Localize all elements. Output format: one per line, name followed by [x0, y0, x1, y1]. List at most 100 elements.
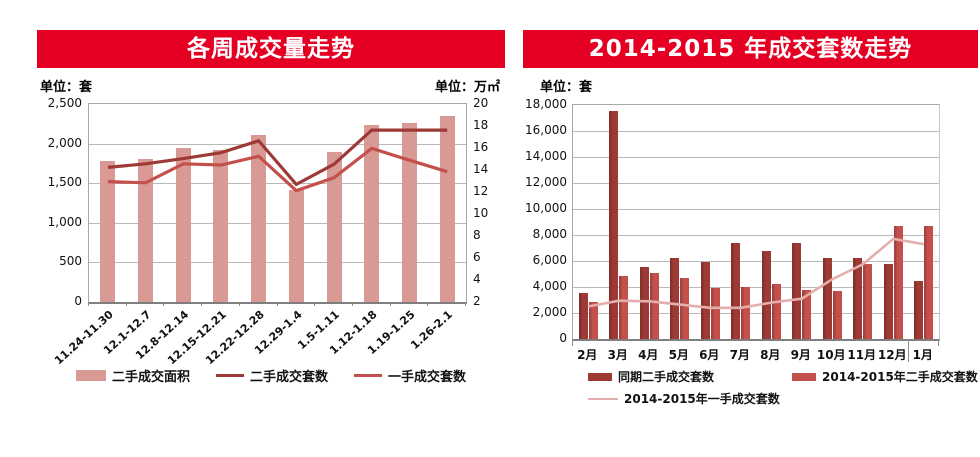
gridline — [573, 157, 939, 158]
gridline — [89, 183, 466, 185]
y-axis-label: 18,000 — [525, 97, 567, 111]
bar — [710, 287, 720, 339]
x-axis-label: 11月 — [847, 348, 877, 362]
yearly-units-chart: 2014-2015 年成交套数走势 单位：套 同期二手成交套数 2014-201… — [523, 30, 980, 440]
legend: 2014-2015年一手成交套数 — [588, 390, 780, 407]
y-axis-label: 16,000 — [525, 123, 567, 137]
unit-label-right: 单位：万㎡ — [434, 80, 500, 95]
weekly-volume-chart: 各周成交量走势 单位：套 单位：万㎡ 二手成交面积 二手成交套数 一手成交套数 … — [37, 30, 505, 440]
axis-tick — [465, 303, 466, 306]
chart-title: 2014-2015 年成交套数走势 — [588, 36, 913, 62]
gridline — [89, 262, 466, 264]
bar — [853, 257, 863, 339]
axis-tick — [163, 303, 165, 306]
bar — [914, 280, 924, 339]
gridline — [573, 287, 939, 288]
y-axis-label: 4,000 — [532, 279, 567, 293]
gridline — [89, 143, 466, 145]
y-axis-label: 18 — [473, 118, 489, 132]
legend-item: 2014-2015年一手成交套数 — [588, 390, 780, 407]
x-axis-label: 9月 — [790, 348, 811, 362]
bar — [138, 159, 154, 302]
bar — [100, 161, 116, 302]
bar — [439, 116, 455, 302]
legend-item: 2014-2015年二手成交套数 — [792, 368, 978, 385]
y-axis-label: 14 — [473, 162, 489, 176]
legend-label: 2014-2015年一手成交套数 — [624, 392, 780, 406]
bar — [609, 110, 619, 339]
bar — [251, 134, 267, 302]
bar-swatch-icon — [792, 372, 817, 381]
bar — [761, 250, 771, 339]
line-swatch-icon — [588, 397, 618, 400]
line-series — [588, 237, 925, 310]
y-axis-label: 8 — [473, 228, 481, 242]
bar — [401, 122, 417, 302]
legend-item: 同期二手成交套数 — [588, 368, 714, 385]
y-axis-label: 2,500 — [47, 96, 82, 110]
y-axis-label: 2,000 — [532, 305, 567, 319]
bar — [288, 189, 304, 302]
y-axis-label: 0 — [559, 331, 567, 345]
y-axis-label: 1,500 — [47, 175, 82, 190]
chart-title: 各周成交量走势 — [187, 36, 355, 62]
legend: 同期二手成交套数 2014-2015年二手成交套数 — [588, 368, 978, 385]
axis-tick — [125, 303, 127, 306]
bar — [731, 242, 741, 339]
line-series — [107, 128, 448, 193]
y-axis-label: 2,000 — [47, 135, 82, 150]
bar — [863, 264, 873, 339]
legend-item: 二手成交面积 — [75, 366, 190, 385]
y-axis-label: 6,000 — [532, 253, 567, 267]
line-二手成交套数 — [107, 128, 448, 187]
bar — [619, 275, 629, 339]
bar — [802, 289, 812, 339]
gridline — [573, 209, 939, 210]
y-axis-label: 16 — [473, 140, 489, 154]
gridline — [573, 313, 939, 314]
legend-label: 同期二手成交套数 — [618, 370, 715, 384]
axis-tick — [201, 303, 203, 306]
legend-label: 2014-2015年二手成交套数 — [822, 370, 978, 384]
bar — [832, 290, 842, 339]
y-axis-label: 6 — [473, 250, 481, 264]
y-axis-label: 14,000 — [525, 149, 567, 163]
y-axis-label: 8,000 — [532, 227, 567, 241]
axis-tick — [351, 303, 353, 306]
gridline — [573, 183, 939, 184]
y-axis-label: 10 — [473, 206, 489, 220]
legend-label: 二手成交面积 — [111, 370, 190, 385]
bar — [680, 277, 690, 339]
y-axis-label: 500 — [59, 254, 82, 269]
y-axis-label: 0 — [74, 294, 82, 308]
bar — [771, 284, 781, 339]
y-axis-label: 1,000 — [47, 214, 82, 229]
y-axis-label: 12,000 — [525, 175, 567, 189]
axis-tick — [938, 340, 939, 346]
line-2014-2015年一手成交套数 — [588, 237, 925, 310]
bar — [213, 150, 229, 302]
x-axis-label: 5月 — [668, 348, 689, 362]
bar — [364, 124, 380, 302]
bar-swatch-icon — [588, 372, 612, 381]
axis-tick — [276, 303, 278, 306]
axis-tick — [88, 303, 89, 306]
line-一手成交套数 — [107, 146, 448, 193]
y-axis-label: 12 — [473, 184, 489, 198]
axis-tick — [427, 303, 429, 306]
y-axis-label: 2 — [473, 294, 481, 308]
bar — [792, 242, 802, 339]
legend-item: 一手成交套数 — [354, 366, 466, 385]
x-axis-label: 10月 — [816, 348, 846, 362]
x-axis-label: 1月 — [912, 348, 933, 362]
bar — [588, 301, 598, 339]
axis-tick — [314, 303, 316, 306]
x-axis-label: 7月 — [729, 348, 750, 362]
bar — [175, 148, 191, 302]
bar — [741, 287, 751, 339]
x-axis-label: 8月 — [760, 348, 781, 362]
plot-area — [88, 103, 467, 304]
gridline — [89, 222, 466, 224]
bar — [883, 263, 893, 339]
